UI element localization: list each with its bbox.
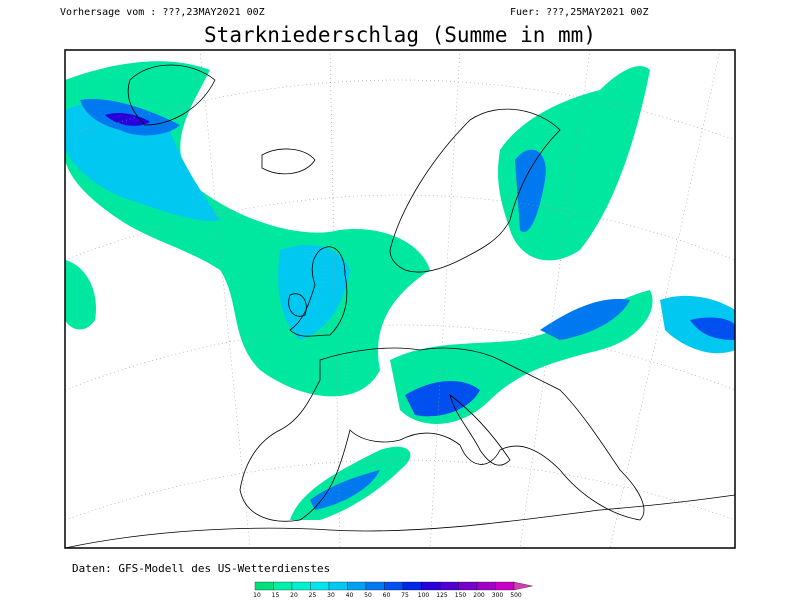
colorbar-label: 200 [473,592,485,599]
precip-area [65,101,220,221]
map-frame [64,49,736,549]
colorbar-label: 300 [492,592,504,599]
colorbar-label: 40 [346,592,354,599]
colorbar-label: 10 [253,592,261,599]
precip-area [405,380,480,417]
coastline-continent [239,347,645,522]
coastline-ireland [288,293,307,317]
colorbar-label: 100 [418,592,430,599]
precipitation-field [65,50,735,548]
precip-area [65,260,96,330]
colorbar: 10 15 20 25 30 40 50 60 75 100 125 150 200 300 500 [253,581,533,599]
colorbar-swatch [291,581,311,591]
precip-area [540,299,630,340]
coastline-italy [449,394,511,466]
colorbar-label: 30 [327,592,335,599]
colorbar-label: 60 [383,592,391,599]
colorbar-label: 500 [510,592,522,599]
data-source: Daten: GFS-Modell des US-Wetterdienstes [72,562,330,575]
colorbar-label: 50 [364,592,372,599]
map-title: Starkniederschlag (Summe in mm) [204,23,596,47]
colorbar-swatch [421,581,441,591]
coastline-britain [289,246,348,337]
coastline-greenland [127,64,216,126]
colorbar-label: 125 [436,592,448,599]
colorbar-label: 150 [455,592,467,599]
forecast-init: Vorhersage vom : ???,23MAY2021 00Z [60,7,265,18]
colorbar-arrow [513,581,533,591]
precip-area [105,112,150,126]
colorbar-swatch [458,581,478,591]
colorbar-swatch [476,581,496,591]
precip-area [310,470,380,510]
colorbar-swatch [310,581,330,591]
colorbar-label: 15 [272,592,280,599]
colorbar-label: 25 [309,592,317,599]
colorbar-swatch [365,581,385,591]
colorbar-swatch [439,581,459,591]
coastline-scandinavia [389,108,561,273]
coastline-iceland [261,148,316,175]
colorbar-swatch [254,581,274,591]
colorbar-swatch [402,581,422,591]
precip-area [515,149,546,232]
colorbar-swatch [347,581,367,591]
forecast-valid: Fuer: ???,25MAY2021 00Z [510,7,648,18]
colorbar-swatch [384,581,404,591]
colorbar-label: 20 [290,592,298,599]
coastline-africa [65,494,735,548]
precip-area [278,245,350,340]
precip-area [690,317,735,340]
map [64,49,736,549]
colorbar-swatch [495,581,515,591]
colorbar-label: 75 [401,592,409,599]
colorbar-swatch [328,581,348,591]
colorbar-swatch [273,581,293,591]
